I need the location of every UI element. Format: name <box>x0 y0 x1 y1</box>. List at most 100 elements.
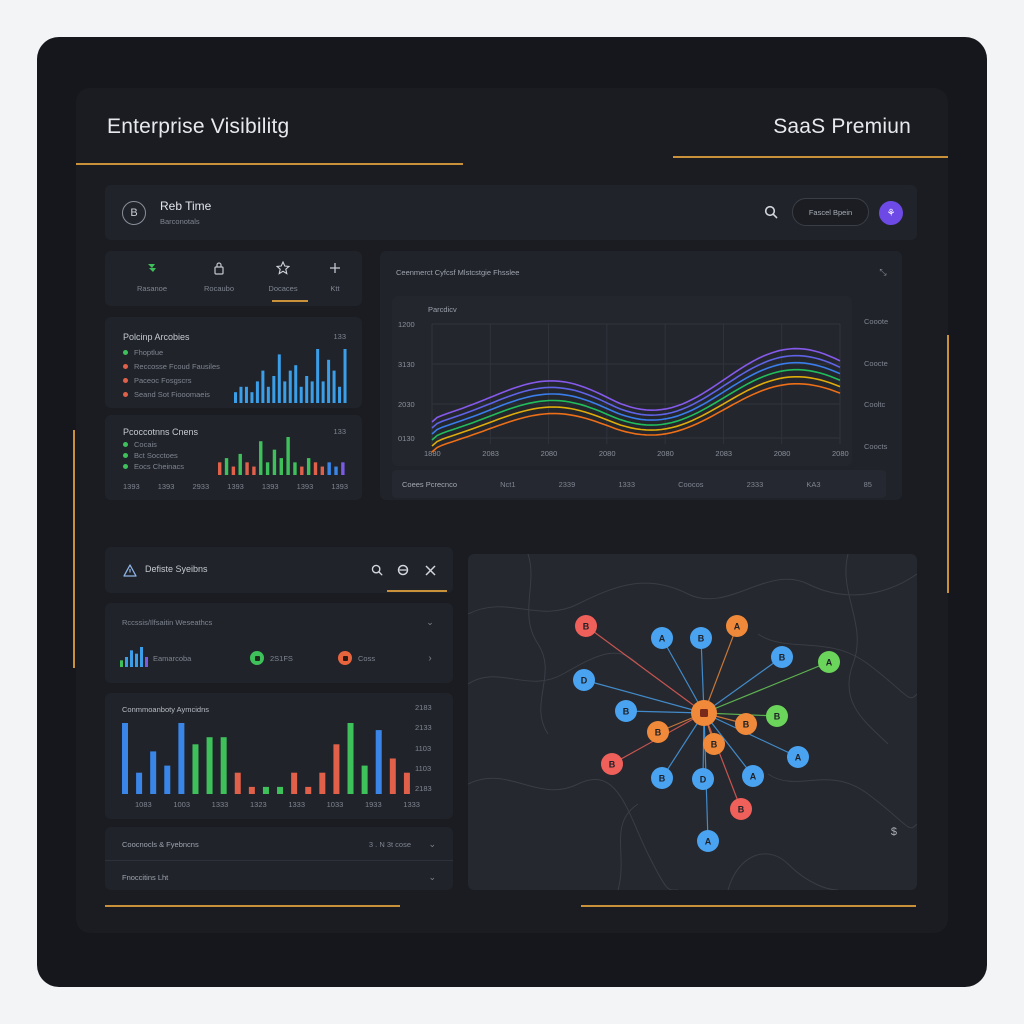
search-icon[interactable] <box>369 562 385 578</box>
wave-right-label: Cooltc <box>864 400 886 410</box>
status-spark-bar <box>130 650 133 667</box>
sessions-bar <box>218 462 222 475</box>
wave-y-tick: 0130 <box>398 434 415 443</box>
legend-item: Eocs Cheinacs <box>123 462 184 471</box>
header-divider-left <box>76 163 463 165</box>
map-contour <box>617 803 639 890</box>
bottom-chart-title: Conmmoanboty Aymcidns <box>122 705 209 714</box>
bottom-bar <box>234 772 241 794</box>
wave-x-tick: 2080 <box>774 449 791 458</box>
tab-label: Docaces <box>268 284 298 293</box>
network-node-glyph: B <box>774 712 781 722</box>
network-node-glyph: A <box>705 837 712 847</box>
network-map[interactable]: B A B A B A D B B B B B A B B D A B A $ <box>468 554 917 890</box>
close-icon[interactable] <box>422 562 438 578</box>
bottom-x-tick: 1333 <box>288 800 305 809</box>
warning-icon <box>122 562 138 578</box>
wave-x-tick: 2080 <box>657 449 674 458</box>
bottom-bar <box>248 786 255 794</box>
chevron-down-icon[interactable]: ⌄ <box>428 839 436 849</box>
tab-rocaubo[interactable]: Rocaubo <box>194 251 244 306</box>
network-node <box>730 798 752 820</box>
status-sparkbars <box>120 647 148 667</box>
network-edge <box>661 637 705 714</box>
wave-chart: Parcdicv 1200 3130 2030 0130 1880 2083 2080 2080… <box>398 305 849 458</box>
activity-bar <box>261 370 265 403</box>
network-edge <box>585 625 705 714</box>
sessions-bar <box>286 437 290 475</box>
wave-series-line <box>431 361 841 435</box>
map-contour <box>845 554 889 745</box>
activity-bar <box>283 381 287 403</box>
chevron-down-icon[interactable]: ⌄ <box>426 616 434 627</box>
sessions-bars <box>218 437 345 475</box>
bottom-y-tick: 1103 <box>415 743 432 753</box>
network-node-glyph: B <box>743 720 750 730</box>
wave-x-tick: 2080 <box>832 449 849 458</box>
legend-item: Fhoptlue <box>123 348 163 357</box>
tab-docaces[interactable]: Docaces <box>258 251 308 306</box>
wave-subtitle: Parcdicv <box>428 305 457 314</box>
status-spark-bar <box>145 657 148 667</box>
wave-y-tick: 2030 <box>398 400 415 409</box>
activity-bar <box>338 386 342 403</box>
bottom-y-tick: 1103 <box>415 763 432 773</box>
chevron-right-icon[interactable]: › <box>428 652 432 664</box>
wave-x-tick: 2083 <box>482 449 499 458</box>
network-node-glyph: A <box>750 772 757 782</box>
map-contour <box>468 573 917 615</box>
network-edge <box>625 710 705 714</box>
network-node-glyph: D <box>581 676 588 686</box>
network-edge <box>703 712 742 810</box>
legend-dot <box>123 464 128 469</box>
tab-ktt[interactable]: Ktt <box>310 251 360 306</box>
bottom-x-tick: 1083 <box>135 800 152 809</box>
network-node <box>601 753 623 775</box>
network-node <box>615 700 637 722</box>
network-node <box>651 767 673 789</box>
bottom-y-tick: 2133 <box>415 723 432 733</box>
tab-label: Rasanoe <box>136 284 168 293</box>
logo-icon[interactable]: B <box>122 201 146 225</box>
footer-row[interactable]: Fnoccitins Lht ⌄ <box>105 860 453 892</box>
legend-item: Reccosse Fcoud Fausiles <box>123 362 220 371</box>
search-icon[interactable] <box>761 202 781 222</box>
footer-divider-left <box>105 905 400 907</box>
activity-bar <box>305 376 309 403</box>
map-corner-icon[interactable]: $ <box>890 826 897 838</box>
wave-footer-item: 2333 <box>746 479 764 489</box>
bottom-bar <box>389 758 396 794</box>
header-divider-right <box>673 156 948 158</box>
network-node-glyph: B <box>655 728 662 738</box>
network-node-glyph: B <box>583 622 590 632</box>
activity-bar <box>332 370 336 403</box>
wave-chart-card: Ceenmerct Cyfcsf Mlstcstgie Fhsslee ⤡ Pa… <box>380 251 902 500</box>
status-spark-bar <box>135 653 138 667</box>
network-node-glyph: A <box>659 634 666 644</box>
avatar[interactable]: ⚘ <box>879 201 903 225</box>
footer-row-label: Coocnocls & Fyebncns <box>122 840 199 849</box>
nav-tabs: Rasanoe Rocaubo Docaces Ktt <box>105 251 362 306</box>
bottom-bar <box>347 723 354 794</box>
network-node <box>647 721 669 743</box>
footer-row-meta: 3 . N 3t cose <box>368 840 411 849</box>
layers-icon <box>145 261 159 275</box>
footer-row-label: Fnoccitins Lht <box>122 873 169 882</box>
map-contour <box>527 554 549 735</box>
chevron-down-icon[interactable]: ⌄ <box>428 872 436 882</box>
legend-item: Paceoc Fosgscrs <box>123 376 192 385</box>
footer-row[interactable]: Coocnocls & Fyebncns 3 . N 3t cose ⌄ <box>105 827 453 861</box>
network-node-glyph: B <box>711 740 718 750</box>
network-edge <box>703 656 783 714</box>
settings-icon[interactable] <box>395 562 411 578</box>
filter-pill-button[interactable]: Fascel Bpein <box>792 198 869 226</box>
sessions-x-tick: 1393 <box>296 482 314 491</box>
systems-bar: Defiste Syeibns <box>105 547 453 593</box>
expand-icon[interactable]: ⤡ <box>879 266 887 277</box>
wave-series-line <box>431 368 841 441</box>
sessions-x-tick: 1393 <box>227 482 244 491</box>
network-node <box>690 627 712 649</box>
tab-rasanoe[interactable]: Rasanoe <box>127 251 177 306</box>
bottom-y-tick: 2183 <box>415 784 432 793</box>
sessions-bar <box>334 466 338 475</box>
